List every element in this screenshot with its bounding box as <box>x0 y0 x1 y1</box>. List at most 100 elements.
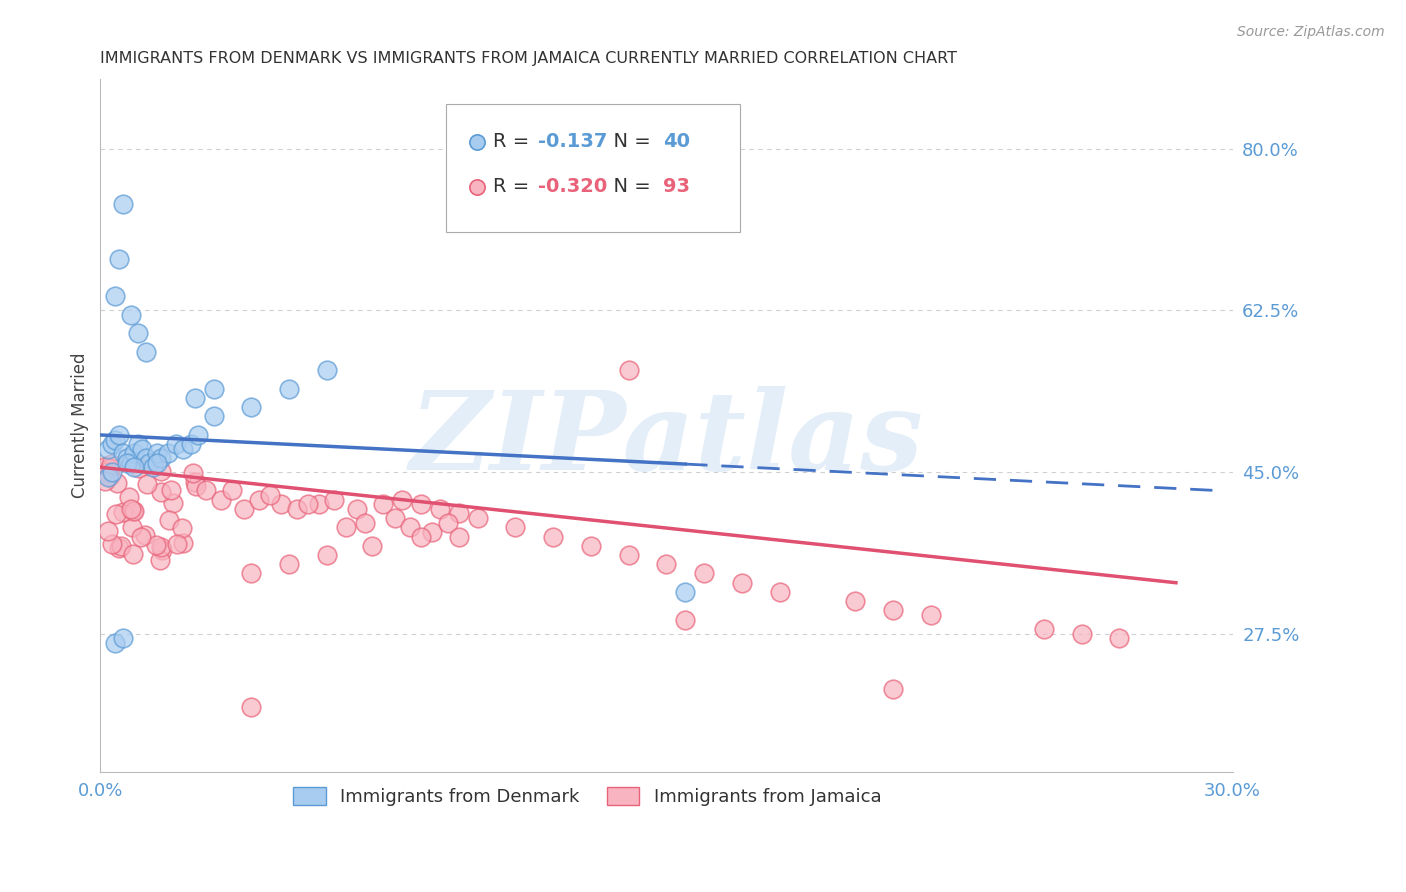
Point <box>1070 626 1092 640</box>
Point <box>149 450 172 465</box>
Point <box>270 497 292 511</box>
Point <box>673 585 696 599</box>
Point <box>111 505 134 519</box>
Point <box>187 428 209 442</box>
Point <box>411 497 433 511</box>
Point <box>240 566 263 581</box>
Point <box>146 446 169 460</box>
Point <box>232 501 254 516</box>
Point <box>94 458 117 473</box>
Point <box>97 442 120 456</box>
Point <box>115 450 138 465</box>
Point <box>353 516 375 530</box>
Point <box>111 631 134 645</box>
Point <box>184 475 207 489</box>
Point <box>467 511 489 525</box>
Point <box>195 483 218 498</box>
Point <box>107 475 129 490</box>
Point <box>315 363 337 377</box>
Point <box>117 490 139 504</box>
Point <box>422 524 444 539</box>
Point <box>505 520 527 534</box>
Point <box>120 502 142 516</box>
Point <box>124 460 146 475</box>
Point <box>111 446 134 460</box>
Point <box>131 442 153 456</box>
Point <box>1108 631 1130 645</box>
Point <box>429 501 451 516</box>
Point <box>157 446 180 460</box>
Point <box>157 512 180 526</box>
Point <box>128 460 150 475</box>
Point <box>150 540 173 554</box>
Point <box>121 504 143 518</box>
Text: ZIPatlas: ZIPatlas <box>409 386 924 493</box>
Point <box>447 507 470 521</box>
Point <box>100 457 122 471</box>
Point <box>209 492 232 507</box>
Point <box>135 450 157 465</box>
Point <box>100 465 122 479</box>
Point <box>617 548 640 562</box>
Text: 93: 93 <box>664 178 690 196</box>
Point <box>346 501 368 516</box>
Point <box>120 456 142 470</box>
Point <box>104 289 127 303</box>
Point <box>411 530 433 544</box>
Point <box>108 252 131 267</box>
Point <box>108 428 131 442</box>
Point <box>115 456 138 470</box>
Point <box>240 401 263 415</box>
Point <box>122 504 145 518</box>
Point <box>278 382 301 396</box>
Point <box>111 197 134 211</box>
Point <box>135 344 157 359</box>
Point <box>97 469 120 483</box>
Point <box>920 608 942 623</box>
Text: N =: N = <box>600 178 657 196</box>
Point <box>384 511 406 525</box>
Point <box>541 530 564 544</box>
Text: R =: R = <box>494 178 536 196</box>
Point <box>183 391 205 405</box>
Point <box>104 636 127 650</box>
Point <box>693 566 716 581</box>
Point <box>278 558 301 572</box>
Point <box>391 492 413 507</box>
Point <box>127 437 149 451</box>
Point <box>361 539 384 553</box>
Point <box>166 537 188 551</box>
Point <box>731 575 754 590</box>
Point <box>150 543 173 558</box>
Point <box>308 497 330 511</box>
Point <box>436 516 458 530</box>
Point <box>373 497 395 511</box>
Legend: Immigrants from Denmark, Immigrants from Jamaica: Immigrants from Denmark, Immigrants from… <box>284 778 890 815</box>
Point <box>247 492 270 507</box>
Point <box>315 548 337 562</box>
Point <box>101 537 124 551</box>
Text: Source: ZipAtlas.com: Source: ZipAtlas.com <box>1237 25 1385 39</box>
Point <box>159 483 181 498</box>
Text: -0.320: -0.320 <box>538 178 607 196</box>
Point <box>120 308 142 322</box>
Point <box>110 539 132 553</box>
Point <box>617 363 640 377</box>
Point <box>149 485 172 500</box>
Text: -0.137: -0.137 <box>538 132 607 151</box>
Point <box>172 535 194 549</box>
Point <box>335 520 357 534</box>
Text: IMMIGRANTS FROM DENMARK VS IMMIGRANTS FROM JAMAICA CURRENTLY MARRIED CORRELATION: IMMIGRANTS FROM DENMARK VS IMMIGRANTS FR… <box>100 51 957 66</box>
Point <box>882 681 904 696</box>
Point <box>104 433 127 447</box>
Point <box>96 465 118 479</box>
Point <box>240 700 263 714</box>
Point <box>136 477 159 491</box>
Point <box>134 527 156 541</box>
Point <box>98 460 121 475</box>
Point <box>93 475 115 489</box>
Point <box>121 520 143 534</box>
Point <box>1032 622 1054 636</box>
Point <box>323 492 346 507</box>
Point <box>285 501 308 516</box>
